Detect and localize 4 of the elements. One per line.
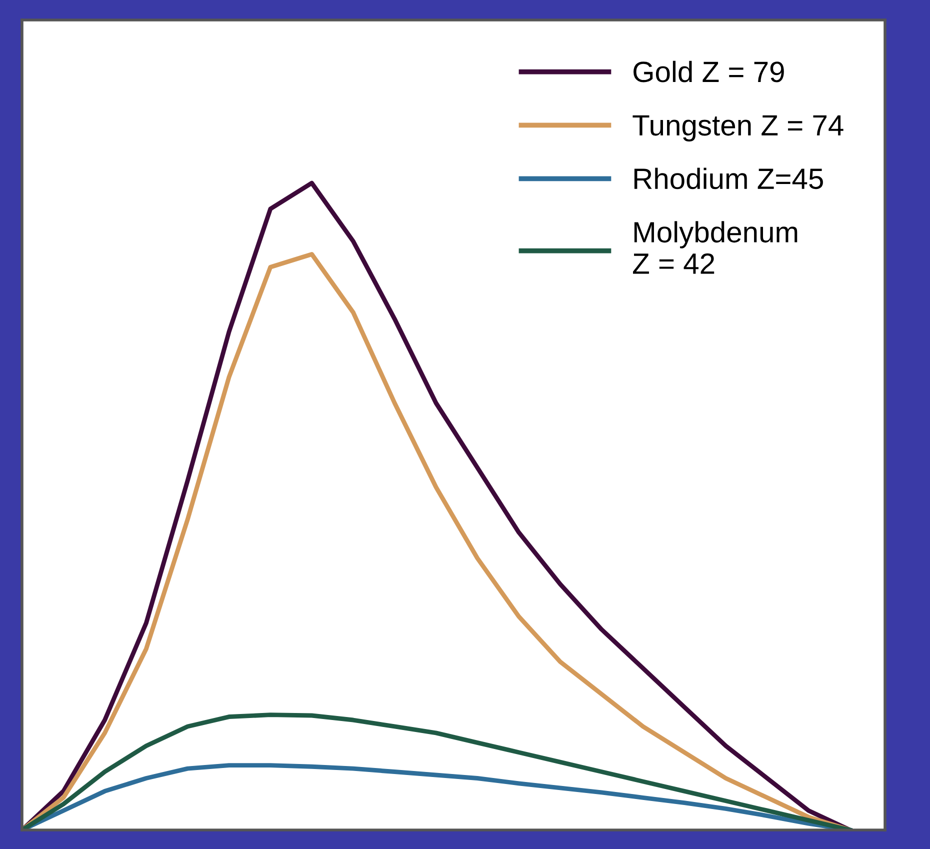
legend-label: Molybdenum Z = 42 (632, 221, 798, 274)
legend-label: Tungsten Z = 74 (632, 115, 844, 142)
legend-label: Gold Z = 79 (634, 60, 784, 82)
legend-label: Rhodium Z=45 (634, 168, 823, 190)
